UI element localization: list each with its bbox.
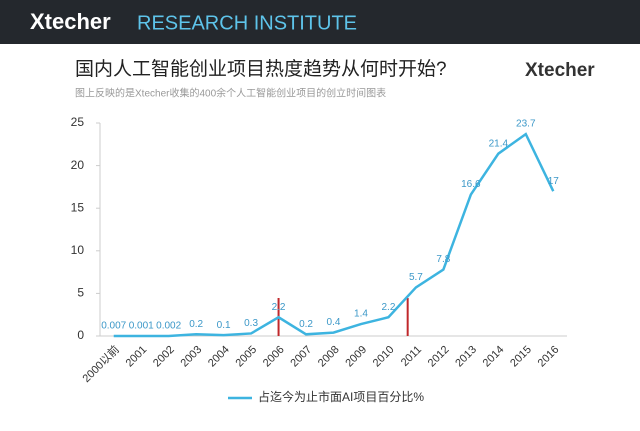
x-tick-label: 2009 xyxy=(343,344,369,370)
x-tick-label: 2016 xyxy=(536,344,562,370)
data-label: 0.002 xyxy=(156,321,181,332)
data-label: 0.2 xyxy=(189,319,203,330)
x-tick-label: 2001 xyxy=(124,344,150,370)
data-label: 0.3 xyxy=(244,318,258,329)
chart-subtitle: 图上反映的是Xtecher收集的400余个人工智能创业项目的创立时间图表 xyxy=(75,87,386,100)
x-tick-label: 2012 xyxy=(426,344,452,370)
x-tick-label: 2011 xyxy=(399,344,424,369)
x-tick-label: 2008 xyxy=(316,344,342,370)
data-label: 1.4 xyxy=(354,309,368,320)
data-label: 0.4 xyxy=(327,317,341,328)
data-label: 0.1 xyxy=(217,320,231,331)
x-tick-label: 2004 xyxy=(206,344,232,370)
chart-title: 国内人工智能创业项目热度趋势从何时开始? xyxy=(75,58,447,80)
x-tick-label: 2000以前 xyxy=(79,342,122,385)
y-tick-label: 10 xyxy=(71,243,85,257)
header-brand: Xtecher xyxy=(30,9,111,34)
data-label: 0.007 xyxy=(101,321,126,332)
header-subtitle: RESEARCH INSTITUTE xyxy=(137,12,357,34)
x-tick-label: 2007 xyxy=(288,344,314,370)
y-tick-label: 20 xyxy=(71,158,85,172)
data-label: 0.001 xyxy=(129,321,154,332)
data-label: 2.2 xyxy=(272,302,286,313)
y-tick-label: 0 xyxy=(77,328,84,342)
data-label: 16.6 xyxy=(461,179,481,190)
y-tick-label: 15 xyxy=(71,200,85,214)
x-tick-label: 2014 xyxy=(481,344,507,370)
data-label: 21.4 xyxy=(489,138,509,149)
logo: Xtecher xyxy=(525,60,595,81)
y-tick-label: 5 xyxy=(77,286,84,300)
x-tick-label: 2006 xyxy=(261,344,287,370)
x-tick-label: 2015 xyxy=(508,344,534,370)
data-label: 7.8 xyxy=(436,254,450,265)
x-tick-label: 2005 xyxy=(233,344,259,370)
x-tick-label: 2010 xyxy=(371,344,397,370)
data-line xyxy=(113,132,555,338)
y-tick-label: 25 xyxy=(71,115,85,129)
x-tick-label: 2013 xyxy=(453,344,479,370)
legend-label: 占迄今为止市面AI项目百分比% xyxy=(258,389,424,404)
data-label: 2.2 xyxy=(381,302,395,313)
data-label: 17 xyxy=(548,176,560,187)
x-tick-label: 2003 xyxy=(179,344,205,370)
data-label: 5.7 xyxy=(409,272,423,283)
x-tick-label: 2002 xyxy=(151,344,177,370)
data-label: 23.7 xyxy=(516,119,536,130)
data-label: 0.2 xyxy=(299,319,313,330)
header-bar xyxy=(0,0,640,44)
